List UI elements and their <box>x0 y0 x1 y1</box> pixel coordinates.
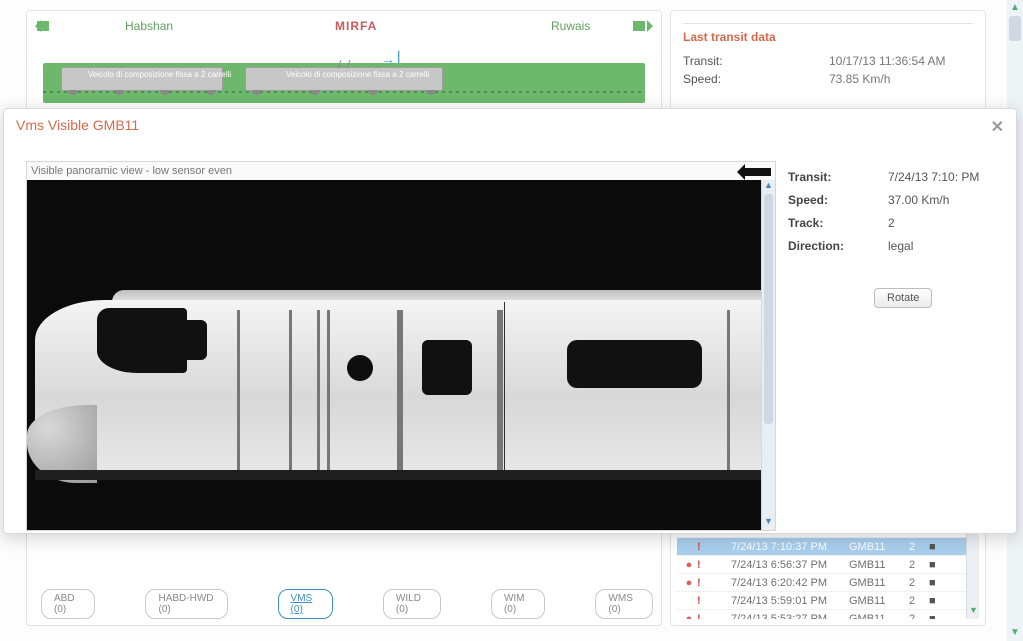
table-row[interactable]: !7/24/13 5:53:27 PMGMB112■ <box>677 610 979 619</box>
panoramic-view: Visible panoramic view - low sensor even <box>26 161 776 531</box>
site-code: GMB11 <box>849 613 909 620</box>
status-icon <box>681 613 697 620</box>
track-number: 2 <box>909 559 929 571</box>
transit-table-scrollbar[interactable]: ▲ ▼ <box>966 520 979 619</box>
station-left: Habshan <box>125 19 173 33</box>
transit-table: !7/24/13 7:20:34 PMGMB112■!7/24/13 7:10:… <box>677 519 979 619</box>
site-code: GMB11 <box>849 577 909 589</box>
track-number: 2 <box>909 541 929 553</box>
site-code: GMB11 <box>849 541 909 553</box>
md-direction-value: legal <box>888 239 913 253</box>
pill-wms[interactable]: WMS (0) <box>595 589 653 619</box>
transit-time: 7/24/13 5:59:01 PM <box>709 595 849 607</box>
track-number: 2 <box>909 577 929 589</box>
transit-time: 7/24/13 5:53:27 PM <box>709 613 849 620</box>
table-row[interactable]: !7/24/13 5:59:01 PMGMB112■ <box>677 592 979 610</box>
video-icon[interactable]: ■ <box>929 541 949 553</box>
site-code: GMB11 <box>849 595 909 607</box>
pantograph-icon <box>338 60 351 68</box>
transit-time: 7/24/13 7:10:37 PM <box>709 541 849 553</box>
panoramic-scrollbar[interactable]: ▲ ▼ <box>761 180 775 530</box>
pill-wild[interactable]: WILD (0) <box>383 589 441 619</box>
pill-abd[interactable]: ABD (0) <box>41 589 95 619</box>
table-row[interactable]: !7/24/13 6:20:42 PMGMB112■ <box>677 574 979 592</box>
md-track-value: 2 <box>888 216 895 230</box>
alert-icon: ! <box>697 613 709 620</box>
panoramic-image[interactable] <box>27 180 761 530</box>
scroll-down-icon[interactable]: ▼ <box>1007 625 1023 641</box>
pano-scroll-down-icon[interactable]: ▼ <box>762 516 775 530</box>
dialog-title: Vms Visible GMB11 <box>4 109 1016 143</box>
dialog-data-block: Transit: 7/24/13 7:10: PM Speed: 37.00 K… <box>788 161 1000 308</box>
lt-transit-value: 10/17/13 11:36:54 AM <box>829 54 946 68</box>
status-icon <box>681 559 697 571</box>
divider <box>683 23 973 24</box>
train-unit-b-caption: Veicolo di composizione fissa a 2 carrel… <box>283 69 432 80</box>
station-right: Ruwais <box>551 19 590 33</box>
dialog-body: Visible panoramic view - low sensor even <box>26 161 1006 529</box>
video-icon[interactable]: ■ <box>929 559 949 571</box>
md-transit-value: 7/24/13 7:10: PM <box>888 170 979 184</box>
alert-icon: ! <box>697 577 709 589</box>
transit-time: 7/24/13 6:20:42 PM <box>709 577 849 589</box>
md-speed-value: 37.00 Km/h <box>888 193 949 207</box>
last-transit-header: Last transit data <box>683 30 973 44</box>
pill-wim[interactable]: WIM (0) <box>491 589 545 619</box>
table-row[interactable]: !7/24/13 6:56:37 PMGMB112■ <box>677 556 979 574</box>
site-code: GMB11 <box>849 559 909 571</box>
train-unit-a-caption: Veicolo di composizione fissa a 2 carrel… <box>85 69 234 80</box>
md-transit-label: Transit: <box>788 170 878 184</box>
dialog-close-button[interactable]: ✕ <box>991 117 1004 137</box>
train-image-icon <box>27 260 761 506</box>
route-bar: Habshan MIRFA Ruwais →⎮ Veicolo di compo… <box>37 19 651 109</box>
scroll-up-icon[interactable]: ▲ <box>1007 0 1023 16</box>
panoramic-caption: Visible panoramic view - low sensor even <box>31 165 232 177</box>
pill-vms[interactable]: VMS (0) <box>278 589 333 619</box>
track-strip: Veicolo di composizione fissa a 2 carrel… <box>43 63 645 103</box>
video-icon[interactable]: ■ <box>929 595 949 607</box>
station-center: MIRFA <box>335 19 377 33</box>
route-next-icon[interactable] <box>633 21 651 33</box>
md-speed-label: Speed: <box>788 193 878 207</box>
pill-habd-hwd[interactable]: HABD-HWD (0) <box>145 589 227 619</box>
scroll-thumb[interactable] <box>1009 16 1021 41</box>
lt-transit-label: Transit: <box>683 54 773 68</box>
mini-scroll-down-icon[interactable]: ▼ <box>967 605 979 619</box>
vms-visible-dialog: Vms Visible GMB11 ✕ Visible panoramic vi… <box>3 108 1017 534</box>
track-number: 2 <box>909 613 929 620</box>
table-row[interactable]: !7/24/13 7:10:37 PMGMB112■ <box>677 538 979 556</box>
lt-speed-value: 73.85 Km/h <box>829 72 890 86</box>
route-prev-icon[interactable] <box>37 21 55 33</box>
md-direction-label: Direction: <box>788 239 878 253</box>
rotate-button[interactable]: Rotate <box>874 288 932 308</box>
track-number: 2 <box>909 595 929 607</box>
video-icon[interactable]: ■ <box>929 577 949 589</box>
alert-icon: ! <box>697 559 709 571</box>
direction-indicator-icon <box>745 168 771 176</box>
status-icon <box>681 577 697 589</box>
pano-scroll-thumb[interactable] <box>764 194 773 424</box>
video-icon[interactable]: ■ <box>929 613 949 620</box>
alert-icon: ! <box>697 541 709 553</box>
sensor-pill-row: ABD (0) HABD-HWD (0) VMS (0) WILD (0) WI… <box>35 589 653 619</box>
alert-icon: ! <box>697 595 709 607</box>
md-track-label: Track: <box>788 216 878 230</box>
transit-time: 7/24/13 6:56:37 PM <box>709 559 849 571</box>
lt-speed-label: Speed: <box>683 72 773 86</box>
pano-scroll-up-icon[interactable]: ▲ <box>762 180 775 194</box>
